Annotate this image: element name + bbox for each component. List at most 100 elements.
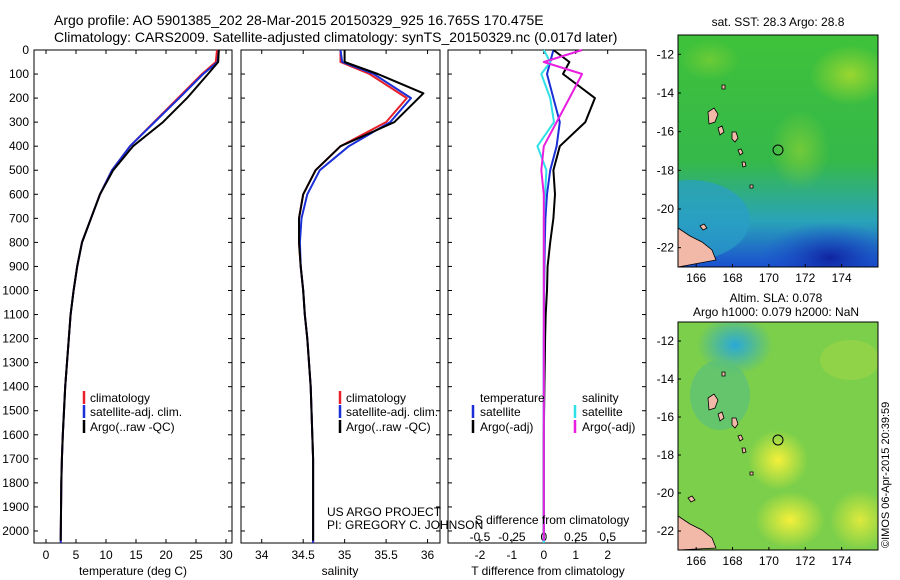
project-credit: US ARGO PROJECT xyxy=(327,505,442,519)
x-tick-label: 20 xyxy=(159,548,173,562)
legend-label-satellite: satellite-adj. clim. xyxy=(346,405,438,419)
map-x-tick-label: 172 xyxy=(795,554,815,568)
x-tick-label: 35 xyxy=(338,548,352,562)
difference-xlabel-s: S difference from climatology xyxy=(475,513,630,527)
legend-title-temperature: temperature xyxy=(480,391,545,405)
map-x-tick-label: 172 xyxy=(795,271,815,285)
sst-map-frame xyxy=(677,34,879,268)
map-x-tick-label: 174 xyxy=(832,554,852,568)
map-y-tick-label: -14 xyxy=(657,372,675,386)
legend-label-argo: Argo(..raw -QC) xyxy=(90,420,175,434)
figure-subtitle: Climatology: CARS2009. Satellite-adjuste… xyxy=(54,29,618,45)
map-y-tick-label: -20 xyxy=(657,486,675,500)
legend-label-satellite: satellite-adj. clim. xyxy=(90,405,182,419)
map-x-tick-label: 170 xyxy=(759,554,779,568)
map-y-tick-label: -18 xyxy=(657,163,675,177)
x2-tick-label: 0.25 xyxy=(564,530,588,544)
difference-series-t-argo-adj xyxy=(542,49,596,541)
x-tick-label: 2 xyxy=(604,548,611,562)
x-tick-label: 35.5 xyxy=(374,548,398,562)
pi-credit: PI: GREGORY C. JOHNSON xyxy=(327,518,483,532)
map-y-tick-label: -12 xyxy=(657,47,675,61)
salinity-xlabel: salinity xyxy=(322,564,359,578)
difference-xlabel-t: T difference from climatology xyxy=(471,564,625,578)
sst-map-field xyxy=(678,35,878,267)
map-x-tick-label: 166 xyxy=(686,271,706,285)
x2-tick-label: -0.25 xyxy=(498,530,526,544)
depth-tick-label: 200 xyxy=(9,91,29,105)
argo-float-marker xyxy=(772,144,784,156)
x-tick-label: 36 xyxy=(421,548,435,562)
legend-label-t-argo: Argo(-adj) xyxy=(480,420,533,434)
sla-map-title2: Argo h1000: 0.079 h2000: NaN xyxy=(693,305,859,319)
depth-tick-label: 1300 xyxy=(2,356,29,370)
island-vanuatu xyxy=(699,84,754,231)
temperature-series-satellite-adj-clim xyxy=(59,49,220,544)
sla-map-field xyxy=(678,322,878,550)
map-x-tick-label: 168 xyxy=(723,271,743,285)
x2-tick-label: 0.5 xyxy=(599,530,616,544)
map-x-tick-label: 174 xyxy=(832,271,852,285)
figure-title: Argo profile: AO 5901385_202 28-Mar-2015… xyxy=(54,12,544,28)
map-x-tick-label: 170 xyxy=(759,271,779,285)
new-caledonia-coast xyxy=(678,515,717,550)
x-tick-label: 34.5 xyxy=(292,548,316,562)
depth-tick-label: 300 xyxy=(9,115,29,129)
sst-map-title: sat. SST: 28.3 Argo: 28.8 xyxy=(712,15,845,29)
depth-tick-label: 1000 xyxy=(2,283,29,297)
x-tick-label: 15 xyxy=(129,548,143,562)
difference-series-s-argo-adj xyxy=(540,49,584,541)
temperature-series-argo-raw-qc xyxy=(59,49,220,541)
depth-tick-label: 1200 xyxy=(2,332,29,346)
x-tick-label: 1 xyxy=(572,548,579,562)
argo-float-marker xyxy=(772,434,784,446)
temperature-panel xyxy=(33,49,233,544)
legend-title-salinity: salinity xyxy=(582,391,619,405)
depth-tick-label: 700 xyxy=(9,211,29,225)
map-y-tick-label: -20 xyxy=(657,202,675,216)
salinity-series-argo-raw-qc xyxy=(298,50,425,541)
x-tick-label: 34 xyxy=(255,548,269,562)
map-x-tick-label: 166 xyxy=(686,554,706,568)
depth-tick-label: 1600 xyxy=(2,428,29,442)
x-tick-label: -2 xyxy=(475,548,486,562)
map-y-tick-label: -18 xyxy=(657,448,675,462)
map-x-tick-label: 168 xyxy=(723,554,743,568)
difference-legend: temperature satellite Argo(-adj) salinit… xyxy=(471,391,635,434)
x-tick-label: -1 xyxy=(507,548,518,562)
x2-tick-label: -0.5 xyxy=(470,530,491,544)
depth-tick-label: 2000 xyxy=(2,524,29,538)
legend-label-s-satellite: satellite xyxy=(582,405,623,419)
new-caledonia-coast xyxy=(678,227,717,267)
x-tick-label: 10 xyxy=(99,548,113,562)
x-tick-label: 0 xyxy=(43,548,50,562)
depth-tick-label: 0 xyxy=(22,43,29,57)
temperature-xlabel: temperature (deg C) xyxy=(79,564,187,578)
map-y-tick-label: -14 xyxy=(657,86,675,100)
temperature-legend: climatology satellite-adj. clim. Argo(..… xyxy=(82,391,182,434)
salinity-panel xyxy=(240,49,441,544)
sla-map-frame xyxy=(677,321,879,551)
depth-tick-label: 1700 xyxy=(2,452,29,466)
sla-map-title1: Altim. SLA: 0.078 xyxy=(730,291,823,305)
legend-label-s-argo: Argo(-adj) xyxy=(582,420,635,434)
depth-tick-label: 1900 xyxy=(2,500,29,514)
map-y-tick-label: -16 xyxy=(657,125,675,139)
depth-tick-label: 1800 xyxy=(2,476,29,490)
x-tick-label: 25 xyxy=(189,548,203,562)
depth-tick-label: 800 xyxy=(9,235,29,249)
depth-tick-label: 900 xyxy=(9,259,29,273)
salinity-legend: climatology satellite-adj. clim. Argo(..… xyxy=(338,391,438,434)
depth-tick-label: 500 xyxy=(9,163,29,177)
depth-tick-label: 1400 xyxy=(2,380,29,394)
legend-label-t-satellite: satellite xyxy=(480,405,521,419)
x-tick-label: 0 xyxy=(540,548,547,562)
map-y-tick-label: -22 xyxy=(657,241,675,255)
island-vanuatu xyxy=(687,371,754,503)
map-y-tick-label: -22 xyxy=(657,524,675,538)
depth-tick-label: 600 xyxy=(9,187,29,201)
depth-tick-label: 400 xyxy=(9,139,29,153)
x-tick-label: 5 xyxy=(73,548,80,562)
depth-tick-label: 1500 xyxy=(2,404,29,418)
